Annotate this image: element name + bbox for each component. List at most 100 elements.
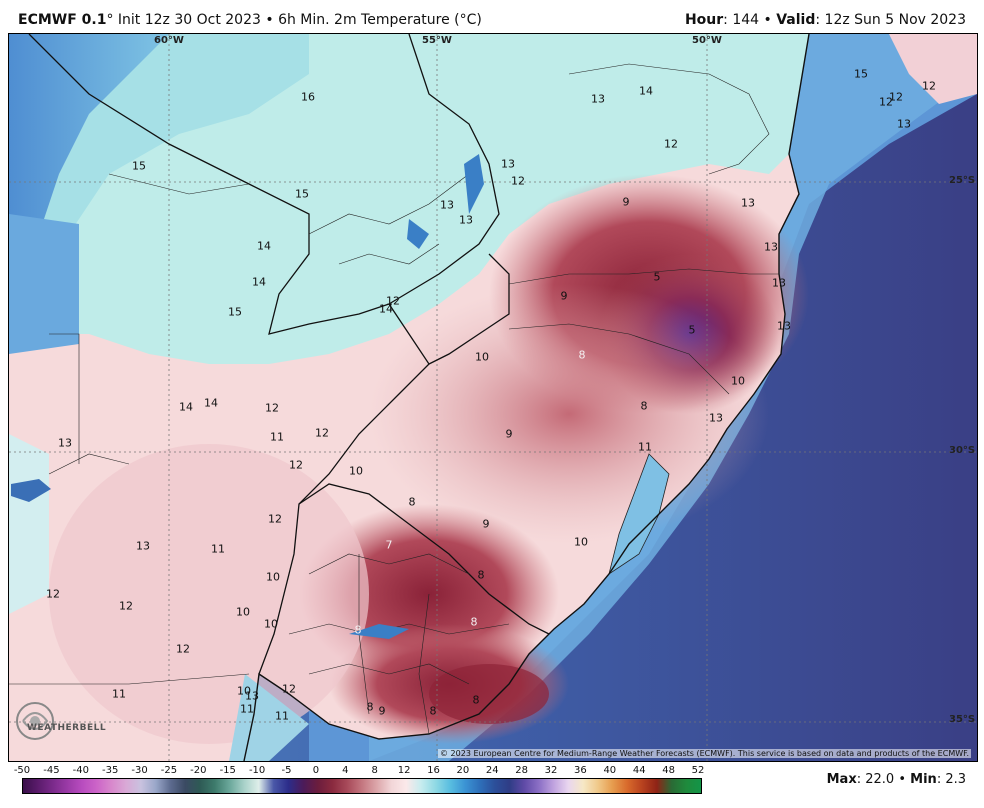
lat-label-25s: 25°S: [949, 175, 976, 186]
colorbar-tick-label: 20: [456, 765, 470, 776]
temperature-value-label: 11: [211, 542, 225, 556]
temperature-value-label: 11: [638, 440, 652, 454]
temperature-value-label: 10: [237, 684, 251, 698]
temperature-value-label: 12: [265, 401, 279, 415]
colorbar-tick-label: 4: [342, 765, 349, 776]
temperature-value-label: 12: [282, 682, 296, 696]
colorbar-tick-label: -45: [43, 765, 60, 776]
temperature-value-label: 13: [772, 276, 786, 290]
temperature-value-label: 13: [777, 319, 791, 333]
colorbar-tick-label: 44: [632, 765, 646, 776]
temperature-value-label: 12: [879, 95, 893, 109]
temperature-value-label: 13: [709, 411, 723, 425]
colorbar-tick-label: -5: [281, 765, 292, 776]
temperature-value-label: 13: [459, 213, 473, 227]
reservoir-north: [407, 219, 429, 249]
temperature-value-label: 10: [574, 535, 588, 549]
temperature-value-label: 5: [688, 323, 696, 337]
max-min-readout: Max: 22.0 • Min: 2.3: [826, 772, 966, 787]
temperature-value-label: 13: [136, 539, 150, 553]
temperature-value-label: 12: [511, 174, 525, 188]
min-label: Min: [910, 772, 937, 787]
temperature-value-label: 10: [731, 374, 745, 388]
temperature-value-label: 13: [741, 196, 755, 210]
temperature-value-label: 9: [560, 289, 568, 303]
ne-corner-patch: [889, 34, 977, 104]
temperature-value-label: 10: [266, 570, 280, 584]
reservoir-uruguay: [349, 624, 409, 639]
far-west-cool-region: [9, 34, 169, 274]
temperature-value-label: 10: [264, 617, 278, 631]
state-borders: [9, 63, 779, 735]
temperature-value-label: 11: [112, 687, 126, 701]
graticule: [9, 34, 977, 761]
west-lake-area: [9, 214, 79, 354]
map-canvas: [9, 34, 977, 761]
lat-label-35s: 35°S: [949, 714, 976, 725]
cool-region-central: [369, 284, 769, 544]
colorbar-tick-label: -40: [72, 765, 89, 776]
temperature-value-label: 9: [622, 195, 630, 209]
temperature-value-label: 10: [475, 350, 489, 364]
temperature-value-label: 14: [257, 239, 271, 253]
temperature-value-label: 14: [639, 84, 653, 98]
temperature-value-label: 13: [897, 117, 911, 131]
temperature-value-label: 13: [58, 436, 72, 450]
colorbar-tick-label: -30: [131, 765, 148, 776]
west-lake: [11, 479, 51, 502]
temperature-value-label: 12: [268, 512, 282, 526]
reservoir-parana: [464, 154, 484, 214]
colorbar-tick-label: 48: [662, 765, 675, 776]
temperature-value-label: 14: [252, 275, 266, 289]
argentina-pink-region: [49, 444, 369, 744]
temperature-map[interactable]: 60°W 55°W 50°W 25°S 30°S 35°S 16 13 14 15 12…: [8, 33, 978, 762]
temperature-value-label: 7: [385, 538, 393, 552]
temperature-value-label: 11: [240, 702, 254, 716]
temperature-value-label: 8: [477, 568, 485, 582]
temperature-value-label: 15: [295, 187, 309, 201]
lagoon: [608, 453, 670, 575]
temperature-value-label: 10: [349, 464, 363, 478]
temperature-value-label: 14: [379, 302, 393, 316]
temperature-value-label: 8: [354, 623, 362, 637]
temperature-value-label: 15: [132, 159, 146, 173]
hour-label: Hour: [684, 12, 724, 28]
west-edge-region: [9, 434, 49, 614]
country-borders: [28, 34, 550, 675]
temperature-value-label: 8: [429, 704, 437, 718]
max-value: : 22.0: [856, 772, 895, 787]
temperature-value-label: 12: [922, 79, 936, 93]
temperature-value-label: 12: [119, 599, 133, 613]
valid-time-header: Hour: 144 • Valid: 12z Sun 5 Nov 2023: [684, 12, 966, 28]
temperature-value-label: 12: [664, 137, 678, 151]
temperature-value-label: 12: [289, 458, 303, 472]
temperature-value-label: 15: [854, 67, 868, 81]
temperature-value-label: 8: [470, 615, 478, 629]
product-name: 6h Min. 2m Temperature (: [278, 12, 460, 28]
temperature-value-label: 9: [505, 427, 513, 441]
temperature-value-label: 12: [176, 642, 190, 656]
colorbar-tick-label: 24: [485, 765, 499, 776]
colorbar-tick-label: 16: [427, 765, 440, 776]
colorbar-tick-label: 52: [691, 765, 705, 776]
temperature-value-label: 13: [245, 689, 259, 703]
temperature-value-label: 11: [275, 709, 289, 723]
colorbar-tick-label: 28: [515, 765, 529, 776]
hour-value: : 144: [723, 12, 760, 28]
lat-label-30s: 30°S: [949, 445, 976, 456]
temperature-value-label: 13: [440, 198, 454, 212]
lon-label-55w: 55°W: [422, 35, 452, 46]
copyright-notice: © 2023 European Centre for Medium-Range …: [438, 749, 971, 758]
temperature-value-label: 9: [378, 704, 386, 718]
temperature-value-label: 14: [179, 400, 193, 414]
temperature-value-label: 8: [578, 348, 586, 362]
temperature-value-label: 13: [501, 157, 515, 171]
temperature-value-label: 13: [764, 240, 778, 254]
temperature-value-label: 8: [408, 495, 416, 509]
colorbar-tick-label: -10: [248, 765, 266, 776]
temperature-value-label: 16: [301, 90, 315, 104]
temperature-value-label: 8: [472, 693, 480, 707]
temperature-value-label: 12: [386, 294, 400, 308]
temperature-value-label: 12: [315, 426, 329, 440]
temperature-value-label: 13: [591, 92, 605, 106]
